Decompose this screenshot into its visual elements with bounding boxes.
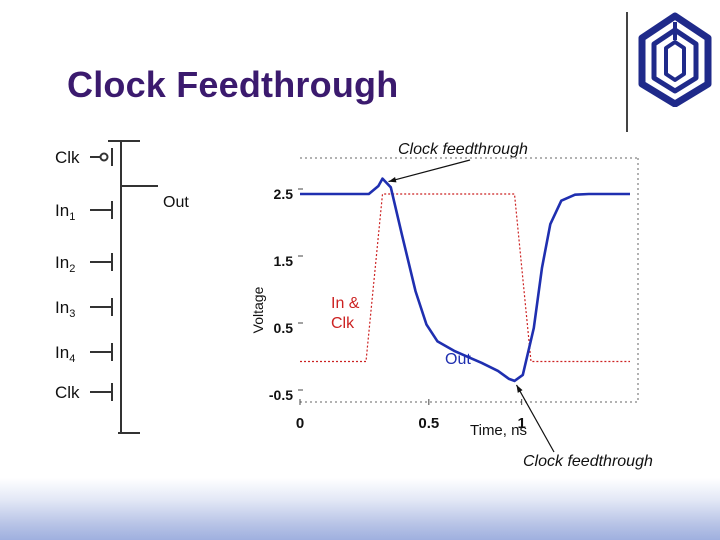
input-label-6: Clk xyxy=(55,383,80,402)
pmos-bubble xyxy=(99,152,109,162)
y-axis-label: Voltage xyxy=(250,286,266,333)
series-label-output: Out xyxy=(445,351,471,368)
y-tick-label: 0.5 xyxy=(274,320,294,336)
series-label-input: In & Clk xyxy=(331,295,360,332)
x-tick-label: 1 xyxy=(517,415,525,432)
series-label-input-line: Clk xyxy=(331,315,355,332)
annotation-arrowhead xyxy=(516,384,523,393)
input-label-subscript: 4 xyxy=(69,353,75,365)
annotation-arrow-line xyxy=(388,159,471,183)
transistor-5 xyxy=(90,343,122,361)
input-label-subscript: 1 xyxy=(69,211,75,223)
annotation-bottom: Clock feedthrough xyxy=(523,453,653,470)
x-tick-label: 0 xyxy=(296,415,304,432)
x-axis-label: Time, ns xyxy=(470,422,527,439)
input-label-5: In4 xyxy=(55,343,75,365)
input-label-3: In2 xyxy=(55,253,75,275)
y-tick-label: -0.5 xyxy=(269,387,293,403)
chart-series xyxy=(300,177,630,383)
transistor-3 xyxy=(90,253,122,271)
header-divider xyxy=(626,12,628,132)
input-label-4: In3 xyxy=(55,298,75,320)
circuit-labels: Out Clk In1 In2 In3 In4 Clk xyxy=(55,148,189,402)
transistor-1 xyxy=(90,148,122,166)
transistor-4 xyxy=(90,298,122,316)
transistor-6 xyxy=(90,383,122,401)
series-label-input-line: In & xyxy=(331,295,360,312)
chart-labels: Voltage Time, ns In & Clk Out Clock feedt… xyxy=(250,141,653,470)
annotation-top: Clock feedthrough xyxy=(398,141,528,158)
logo-emblem xyxy=(638,12,712,107)
circuit-output-label: Out xyxy=(163,194,189,211)
footer-gradient-band xyxy=(0,478,720,540)
circuit-schematic xyxy=(90,140,158,434)
output-curve xyxy=(300,177,630,383)
transistor-2 xyxy=(90,201,122,219)
input-label-1: Clk xyxy=(55,148,80,167)
y-tick-label: 2.5 xyxy=(274,186,294,202)
input-label-subscript: 3 xyxy=(69,308,75,320)
slide-title: Clock Feedthrough xyxy=(67,64,399,105)
input-label-2: In1 xyxy=(55,201,75,223)
y-tick-label: 1.5 xyxy=(274,253,294,269)
annotation-arrowhead xyxy=(388,177,397,183)
input-clock-curve xyxy=(300,193,630,363)
x-tick-label: 0.5 xyxy=(418,415,439,432)
input-label-subscript: 2 xyxy=(69,263,75,275)
chart-axes: 2.5 1.5 0.5 -0.50 0.5 1 xyxy=(269,157,639,432)
annotation-arrow-line xyxy=(515,384,555,453)
